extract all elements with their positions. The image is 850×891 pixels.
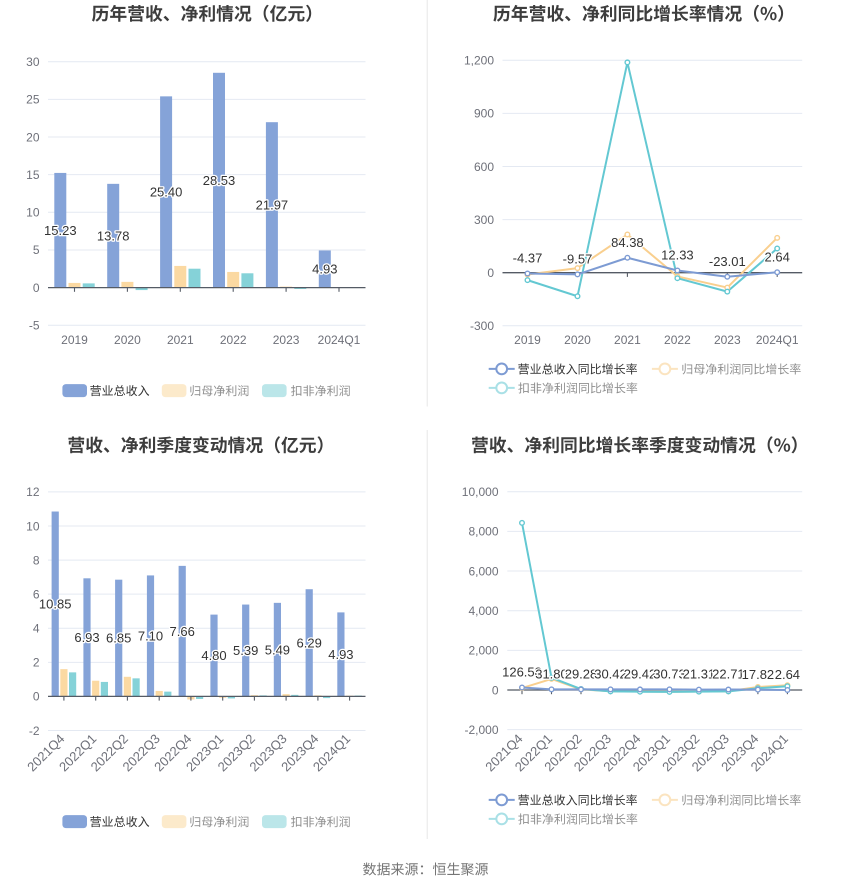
svg-text:4.80: 4.80 <box>201 648 226 663</box>
svg-text:-2,000: -2,000 <box>464 723 498 737</box>
svg-text:2.64: 2.64 <box>765 249 790 264</box>
svg-text:1,200: 1,200 <box>464 54 494 68</box>
svg-text:6.85: 6.85 <box>106 631 131 646</box>
svg-text:2019: 2019 <box>61 333 88 347</box>
svg-text:30.42: 30.42 <box>594 667 627 682</box>
svg-text:30.73: 30.73 <box>653 667 686 682</box>
svg-text:15.23: 15.23 <box>44 223 77 238</box>
svg-text:2020: 2020 <box>114 333 141 347</box>
svg-text:21.97: 21.97 <box>256 198 289 213</box>
svg-text:-5: -5 <box>29 319 40 333</box>
svg-text:-23.01: -23.01 <box>709 254 746 269</box>
svg-text:13.78: 13.78 <box>97 228 130 243</box>
svg-text:2024Q1: 2024Q1 <box>756 333 799 347</box>
svg-text:900: 900 <box>474 107 494 121</box>
svg-text:0: 0 <box>487 266 494 280</box>
svg-text:2021: 2021 <box>614 333 641 347</box>
svg-text:0: 0 <box>33 281 40 295</box>
svg-text:6.29: 6.29 <box>297 636 322 651</box>
svg-text:10.85: 10.85 <box>39 597 72 612</box>
svg-text:7.10: 7.10 <box>138 629 163 644</box>
svg-text:8,000: 8,000 <box>468 525 498 539</box>
svg-text:12.33: 12.33 <box>661 248 694 263</box>
svg-text:15: 15 <box>26 168 40 182</box>
svg-text:30: 30 <box>26 55 40 69</box>
svg-text:31.80: 31.80 <box>535 667 568 682</box>
svg-text:4.93: 4.93 <box>328 647 353 662</box>
svg-text:10,000: 10,000 <box>462 485 499 499</box>
svg-text:6,000: 6,000 <box>468 564 498 578</box>
svg-text:5: 5 <box>33 243 40 257</box>
svg-text:17.82: 17.82 <box>742 667 775 682</box>
svg-text:4.93: 4.93 <box>312 262 337 277</box>
svg-text:0: 0 <box>492 683 499 697</box>
svg-text:25: 25 <box>26 93 40 107</box>
svg-text:6.93: 6.93 <box>74 630 99 645</box>
svg-text:2: 2 <box>33 656 40 670</box>
svg-text:10: 10 <box>26 519 40 533</box>
svg-text:2022: 2022 <box>220 333 247 347</box>
svg-text:126.58: 126.58 <box>502 665 542 680</box>
svg-text:6: 6 <box>33 587 40 601</box>
svg-text:600: 600 <box>474 160 494 174</box>
svg-text:20: 20 <box>26 130 40 144</box>
svg-text:2023: 2023 <box>714 333 741 347</box>
svg-text:2021: 2021 <box>167 333 194 347</box>
svg-text:300: 300 <box>474 213 494 227</box>
svg-text:2020: 2020 <box>564 333 591 347</box>
svg-text:2023: 2023 <box>273 333 300 347</box>
svg-text:-2: -2 <box>29 724 40 738</box>
svg-text:10: 10 <box>26 206 40 220</box>
svg-text:0: 0 <box>33 690 40 704</box>
svg-text:5.49: 5.49 <box>265 642 290 657</box>
svg-text:29.28: 29.28 <box>565 667 598 682</box>
svg-text:22.71: 22.71 <box>712 667 745 682</box>
svg-text:2022: 2022 <box>664 333 691 347</box>
svg-text:4: 4 <box>33 622 40 636</box>
svg-text:84.38: 84.38 <box>611 235 644 250</box>
svg-text:2019: 2019 <box>514 333 541 347</box>
svg-text:2024Q1: 2024Q1 <box>318 333 361 347</box>
svg-text:4,000: 4,000 <box>468 604 498 618</box>
svg-text:-4.37: -4.37 <box>513 251 543 266</box>
svg-text:8: 8 <box>33 553 40 567</box>
svg-text:-9.57: -9.57 <box>563 252 593 267</box>
svg-text:2,000: 2,000 <box>468 644 498 658</box>
svg-text:-300: -300 <box>470 319 494 333</box>
svg-text:25.40: 25.40 <box>150 185 183 200</box>
svg-text:7.66: 7.66 <box>170 624 195 639</box>
svg-text:12: 12 <box>26 485 40 499</box>
svg-text:5.39: 5.39 <box>233 643 258 658</box>
svg-text:28.53: 28.53 <box>203 173 236 188</box>
svg-text:2.64: 2.64 <box>775 667 800 682</box>
svg-text:29.42: 29.42 <box>624 667 657 682</box>
svg-text:21.31: 21.31 <box>683 667 716 682</box>
